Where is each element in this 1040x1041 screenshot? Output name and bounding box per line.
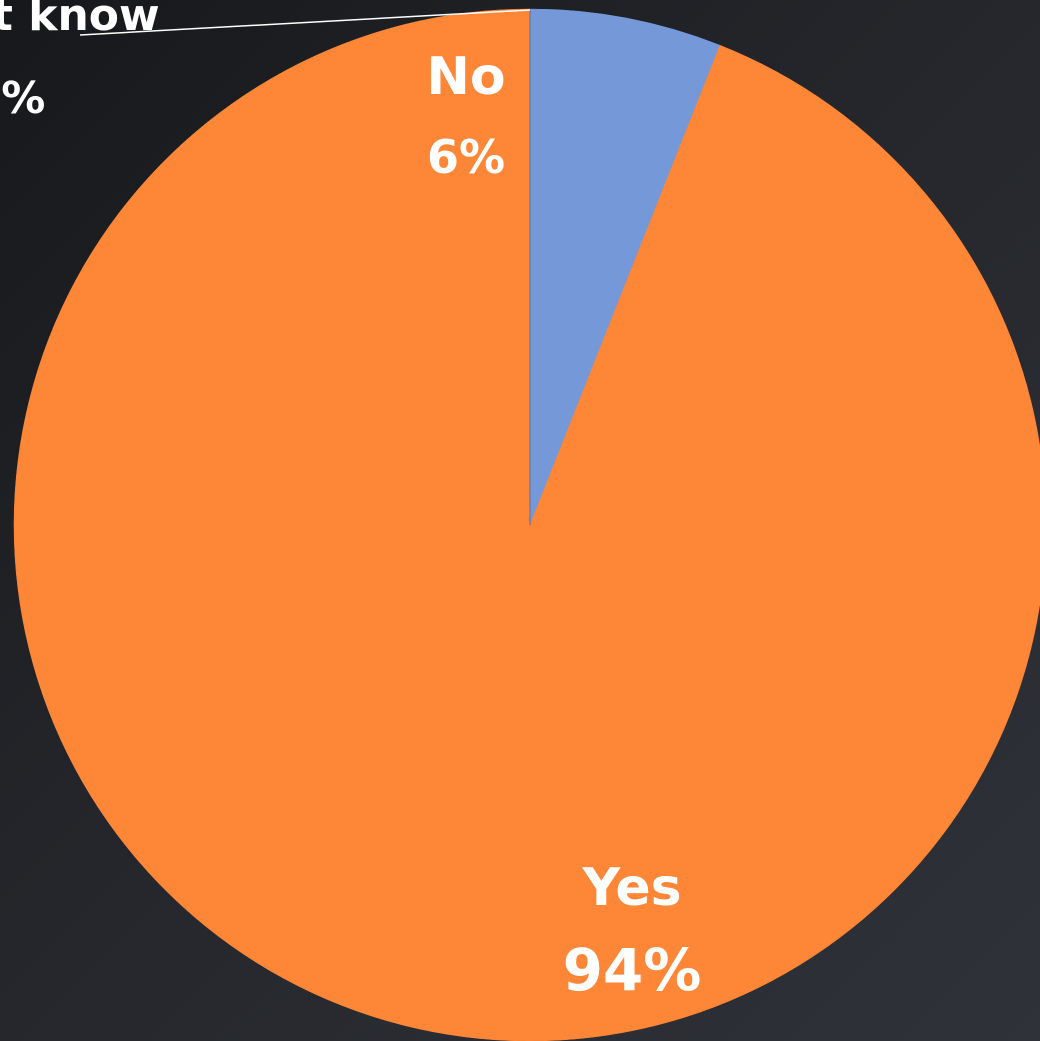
data-label-dont-know-name: Don't know: [0, 0, 160, 41]
leader-line-dont-know: [79, 9, 531, 36]
pie-slices: [13, 8, 1040, 1041]
data-label-yes-value: 94%: [563, 936, 702, 1004]
pie-data-labels: Yes 94% No 6% Don't know 0%: [0, 0, 701, 1004]
data-label-dont-know-value: 0%: [0, 73, 45, 124]
data-label-no-value: 6%: [427, 130, 505, 184]
data-label-no-name: No: [426, 47, 505, 107]
pie-slice-yes: [13, 8, 1040, 1041]
pie-slice-no: [529, 8, 721, 526]
data-label-yes-name: Yes: [581, 858, 681, 918]
